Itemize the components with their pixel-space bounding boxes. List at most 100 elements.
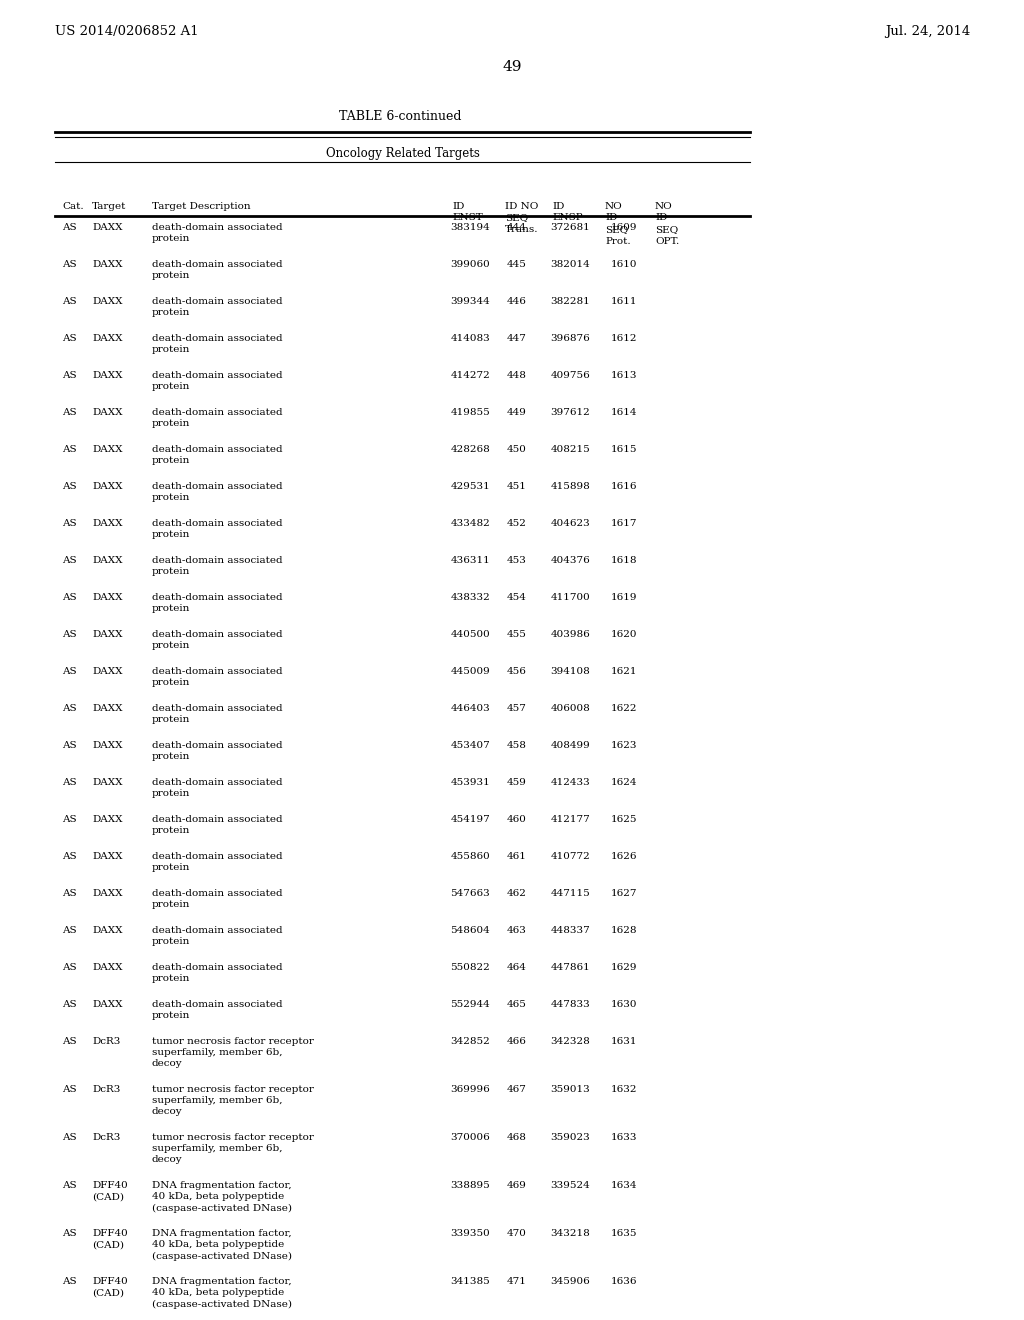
Text: 1627: 1627 bbox=[610, 888, 637, 898]
Text: 1630: 1630 bbox=[610, 1001, 637, 1008]
Text: 343218: 343218 bbox=[550, 1229, 590, 1238]
Text: SEQ: SEQ bbox=[605, 224, 629, 234]
Text: (CAD): (CAD) bbox=[92, 1241, 124, 1249]
Text: 440500: 440500 bbox=[451, 630, 490, 639]
Text: death-domain associated: death-domain associated bbox=[152, 593, 283, 602]
Text: 547663: 547663 bbox=[451, 888, 490, 898]
Text: death-domain associated: death-domain associated bbox=[152, 814, 283, 824]
Text: decoy: decoy bbox=[152, 1155, 182, 1164]
Text: 464: 464 bbox=[507, 964, 527, 972]
Text: 406008: 406008 bbox=[550, 704, 590, 713]
Text: US 2014/0206852 A1: US 2014/0206852 A1 bbox=[55, 25, 199, 38]
Text: 40 kDa, beta polypeptide: 40 kDa, beta polypeptide bbox=[152, 1288, 285, 1298]
Text: 447861: 447861 bbox=[550, 964, 590, 972]
Text: 359023: 359023 bbox=[550, 1133, 590, 1142]
Text: DAXX: DAXX bbox=[92, 556, 123, 565]
Text: 338895: 338895 bbox=[451, 1181, 490, 1191]
Text: death-domain associated: death-domain associated bbox=[152, 371, 283, 380]
Text: 1609: 1609 bbox=[610, 223, 637, 232]
Text: 403986: 403986 bbox=[550, 630, 590, 639]
Text: ID NO: ID NO bbox=[505, 202, 539, 211]
Text: 471: 471 bbox=[507, 1276, 527, 1286]
Text: 447833: 447833 bbox=[550, 1001, 590, 1008]
Text: 408215: 408215 bbox=[550, 445, 590, 454]
Text: 448: 448 bbox=[507, 371, 527, 380]
Text: 342852: 342852 bbox=[451, 1038, 490, 1045]
Text: 1614: 1614 bbox=[610, 408, 637, 417]
Text: AS: AS bbox=[62, 297, 77, 306]
Text: 1626: 1626 bbox=[610, 851, 637, 861]
Text: NO: NO bbox=[605, 202, 623, 211]
Text: AS: AS bbox=[62, 593, 77, 602]
Text: 459: 459 bbox=[507, 777, 527, 787]
Text: DAXX: DAXX bbox=[92, 223, 123, 232]
Text: 1613: 1613 bbox=[610, 371, 637, 380]
Text: 1611: 1611 bbox=[610, 297, 637, 306]
Text: Target: Target bbox=[92, 202, 126, 211]
Text: 399344: 399344 bbox=[451, 297, 490, 306]
Text: 552944: 552944 bbox=[451, 1001, 490, 1008]
Text: protein: protein bbox=[152, 715, 190, 725]
Text: 1628: 1628 bbox=[610, 927, 637, 935]
Text: protein: protein bbox=[152, 234, 190, 243]
Text: OPT.: OPT. bbox=[655, 236, 679, 246]
Text: 468: 468 bbox=[507, 1133, 527, 1142]
Text: 1619: 1619 bbox=[610, 593, 637, 602]
Text: SEQ: SEQ bbox=[505, 214, 528, 223]
Text: 1636: 1636 bbox=[610, 1276, 637, 1286]
Text: DFF40: DFF40 bbox=[92, 1276, 128, 1286]
Text: DAXX: DAXX bbox=[92, 260, 123, 269]
Text: Prot.: Prot. bbox=[605, 236, 631, 246]
Text: death-domain associated: death-domain associated bbox=[152, 851, 283, 861]
Text: 341385: 341385 bbox=[451, 1276, 490, 1286]
Text: DAXX: DAXX bbox=[92, 593, 123, 602]
Text: DAXX: DAXX bbox=[92, 964, 123, 972]
Text: 1620: 1620 bbox=[610, 630, 637, 639]
Text: Oncology Related Targets: Oncology Related Targets bbox=[326, 147, 479, 160]
Text: 469: 469 bbox=[507, 1181, 527, 1191]
Text: protein: protein bbox=[152, 494, 190, 502]
Text: TABLE 6-continued: TABLE 6-continued bbox=[339, 110, 461, 123]
Text: 369996: 369996 bbox=[451, 1085, 490, 1094]
Text: 467: 467 bbox=[507, 1085, 527, 1094]
Text: DcR3: DcR3 bbox=[92, 1085, 121, 1094]
Text: NO: NO bbox=[655, 202, 673, 211]
Text: tumor necrosis factor receptor: tumor necrosis factor receptor bbox=[152, 1133, 314, 1142]
Text: AS: AS bbox=[62, 445, 77, 454]
Text: Cat.: Cat. bbox=[62, 202, 84, 211]
Text: AS: AS bbox=[62, 371, 77, 380]
Text: decoy: decoy bbox=[152, 1060, 182, 1068]
Text: 447: 447 bbox=[507, 334, 527, 343]
Text: death-domain associated: death-domain associated bbox=[152, 260, 283, 269]
Text: (CAD): (CAD) bbox=[92, 1192, 124, 1201]
Text: AS: AS bbox=[62, 334, 77, 343]
Text: AS: AS bbox=[62, 964, 77, 972]
Text: AS: AS bbox=[62, 667, 77, 676]
Text: AS: AS bbox=[62, 888, 77, 898]
Text: 550822: 550822 bbox=[451, 964, 490, 972]
Text: death-domain associated: death-domain associated bbox=[152, 556, 283, 565]
Text: DAXX: DAXX bbox=[92, 482, 123, 491]
Text: AS: AS bbox=[62, 777, 77, 787]
Text: 452: 452 bbox=[507, 519, 527, 528]
Text: AS: AS bbox=[62, 223, 77, 232]
Text: DAXX: DAXX bbox=[92, 704, 123, 713]
Text: AS: AS bbox=[62, 482, 77, 491]
Text: 454: 454 bbox=[507, 593, 527, 602]
Text: protein: protein bbox=[152, 826, 190, 836]
Text: death-domain associated: death-domain associated bbox=[152, 297, 283, 306]
Text: 460: 460 bbox=[507, 814, 527, 824]
Text: 451: 451 bbox=[507, 482, 527, 491]
Text: protein: protein bbox=[152, 383, 190, 391]
Text: DAXX: DAXX bbox=[92, 851, 123, 861]
Text: 1616: 1616 bbox=[610, 482, 637, 491]
Text: 411700: 411700 bbox=[550, 593, 590, 602]
Text: 415898: 415898 bbox=[550, 482, 590, 491]
Text: 1634: 1634 bbox=[610, 1181, 637, 1191]
Text: AS: AS bbox=[62, 630, 77, 639]
Text: 396876: 396876 bbox=[550, 334, 590, 343]
Text: DNA fragmentation factor,: DNA fragmentation factor, bbox=[152, 1229, 292, 1238]
Text: 394108: 394108 bbox=[550, 667, 590, 676]
Text: protein: protein bbox=[152, 271, 190, 280]
Text: death-domain associated: death-domain associated bbox=[152, 408, 283, 417]
